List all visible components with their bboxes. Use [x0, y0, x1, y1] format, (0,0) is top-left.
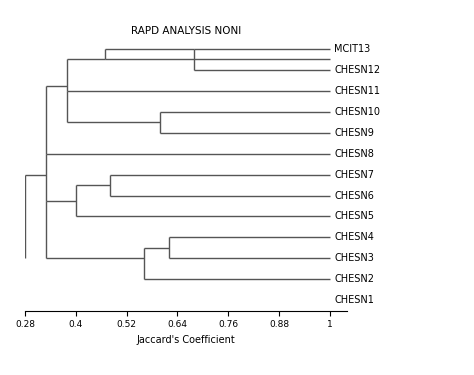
- Title: RAPD ANALYSIS NONI: RAPD ANALYSIS NONI: [131, 26, 241, 36]
- Text: CHESN7: CHESN7: [334, 170, 374, 180]
- Text: CHESN3: CHESN3: [334, 254, 374, 263]
- Text: CHESN12: CHESN12: [334, 65, 380, 75]
- Text: CHESN5: CHESN5: [334, 211, 374, 222]
- X-axis label: Jaccard's Coefficient: Jaccard's Coefficient: [137, 335, 235, 345]
- Text: CHESN2: CHESN2: [334, 274, 374, 284]
- Text: CHESN11: CHESN11: [334, 86, 380, 96]
- Text: CHESN10: CHESN10: [334, 107, 380, 117]
- Text: CHESN8: CHESN8: [334, 148, 374, 159]
- Text: CHESN6: CHESN6: [334, 190, 374, 201]
- Text: MCIT13: MCIT13: [334, 44, 370, 54]
- Text: CHESN4: CHESN4: [334, 232, 374, 242]
- Text: CHESN1: CHESN1: [334, 295, 374, 305]
- Text: CHESN9: CHESN9: [334, 128, 374, 138]
